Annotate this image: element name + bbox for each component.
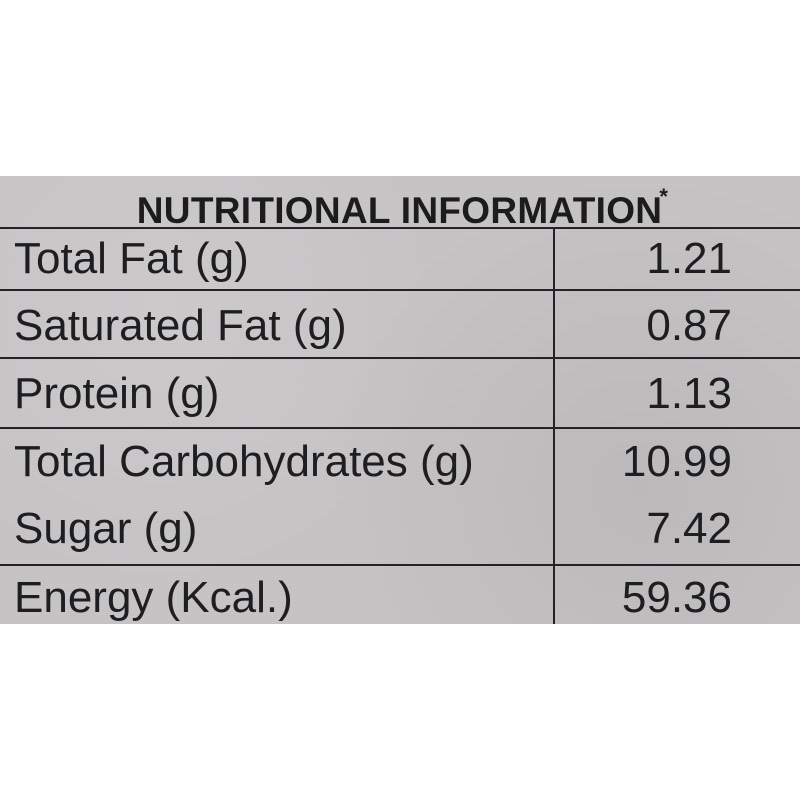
row-label-protein: Protein (g)	[14, 369, 220, 418]
row-label-total-fat: Total Fat (g)	[14, 234, 249, 283]
row-value-energy: 59.36	[621, 573, 732, 622]
row-label-energy: Energy (Kcal.)	[14, 573, 293, 622]
row-divider	[0, 357, 800, 359]
nutrition-label-photo: NUTRITIONAL INFORMATION* Total Fat (g) 1…	[0, 176, 800, 624]
row-label-sugar: Sugar (g)	[14, 504, 198, 553]
row-value-protein: 1.13	[646, 369, 732, 418]
row-value-saturated-fat: 0.87	[646, 301, 732, 350]
label-title: NUTRITIONAL INFORMATION*	[0, 178, 800, 236]
title-text: NUTRITIONAL INFORMATION	[136, 190, 663, 232]
row-value-sugar: 7.42	[646, 504, 732, 553]
row-value-total-carbohydrates: 10.99	[621, 437, 732, 486]
row-divider	[0, 427, 800, 429]
row-label-saturated-fat: Saturated Fat (g)	[14, 301, 347, 350]
table-top-border	[0, 227, 800, 229]
row-value-total-fat: 1.21	[646, 234, 732, 283]
row-divider	[0, 564, 800, 566]
column-divider	[553, 228, 555, 624]
row-divider	[0, 289, 800, 291]
title-asterisk: *	[659, 184, 669, 209]
row-label-total-carbohydrates: Total Carbohydrates (g)	[14, 437, 474, 486]
